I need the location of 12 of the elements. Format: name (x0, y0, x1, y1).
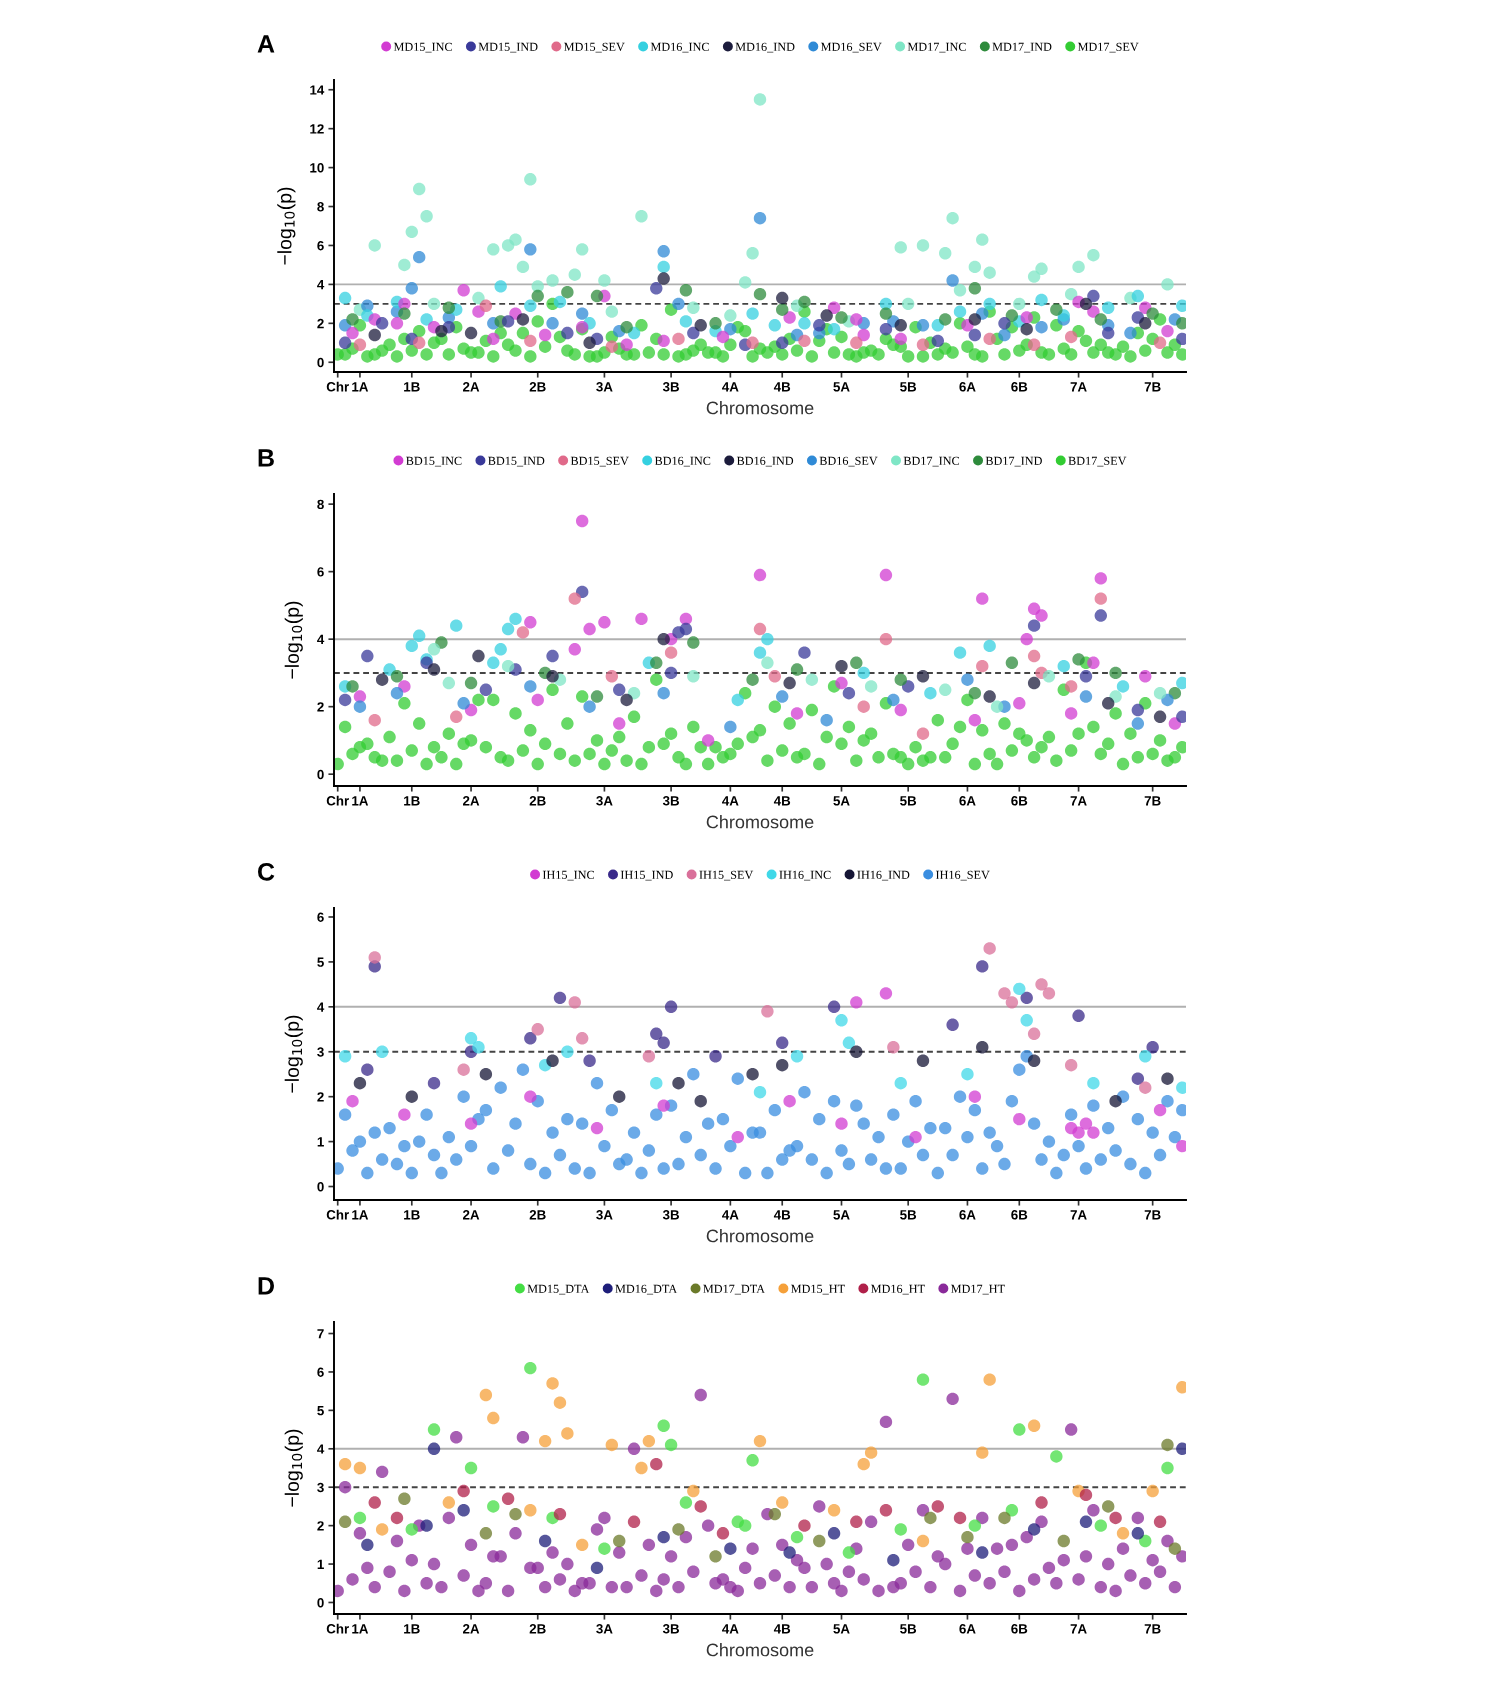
y-axis-title: −log$_{10}$(p) (284, 1429, 303, 1507)
x-axis-title: Chromosome (706, 401, 814, 415)
y-axis-title: −log$_{10}$(p) (284, 601, 303, 679)
chart-title: A (257, 35, 275, 53)
x-axis-title: Chromosome (706, 1229, 814, 1243)
chart-title: C (258, 863, 275, 881)
x-axis-title: Chromosome (706, 815, 814, 829)
y-axis-title: −log$_{10}$(p) (277, 187, 296, 265)
chart-title: B (258, 449, 274, 467)
y-axis-title: −log$_{10}$(p) (284, 1015, 303, 1093)
x-axis-title: Chromosome (706, 1643, 814, 1657)
chart-title: D (258, 1277, 274, 1295)
